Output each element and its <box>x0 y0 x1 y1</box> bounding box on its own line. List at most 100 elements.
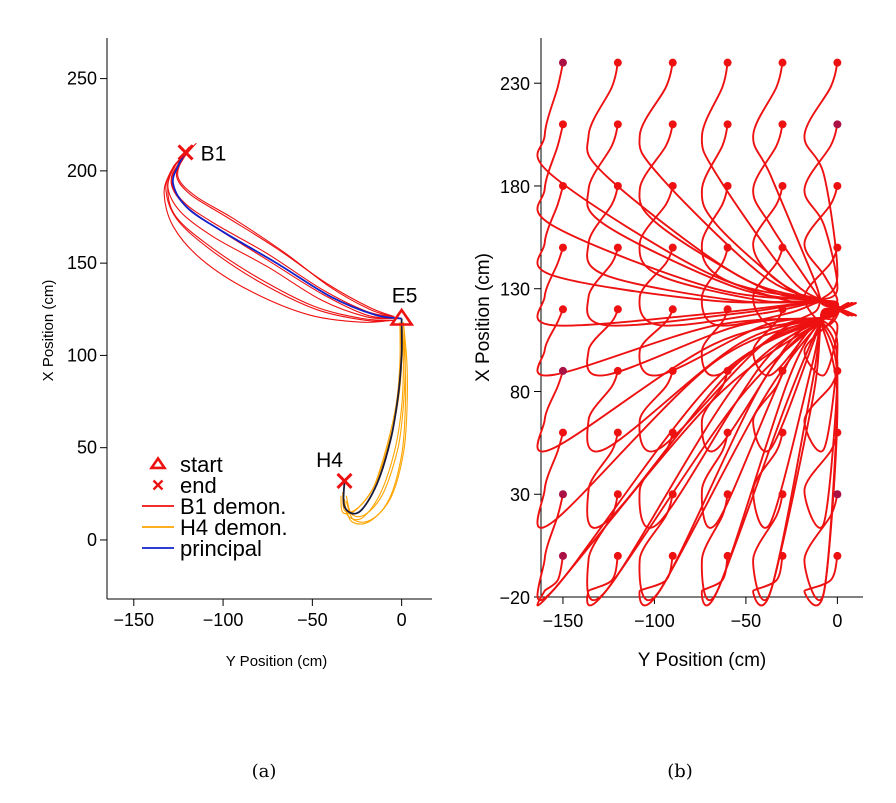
panel-a-y-tick-label: 200 <box>67 161 97 181</box>
start-point <box>668 58 677 67</box>
start-point <box>558 366 567 375</box>
marker-label-b1: B1 <box>201 142 227 165</box>
panel-a-y-tick-label: 250 <box>67 69 97 89</box>
panel-b-y-tick-label: 230 <box>500 74 530 94</box>
start-point <box>668 120 677 129</box>
start-point <box>833 120 842 129</box>
panel-a-b1-demo-line <box>170 150 393 320</box>
start-point <box>778 366 787 375</box>
end-marker-h4 <box>336 472 353 489</box>
start-point <box>613 428 622 437</box>
panel-a-ticks: −150 −100 −50 0 0 50 100 150 200 250 <box>67 69 407 630</box>
panel-b-x-tick-label: 0 <box>832 611 842 631</box>
start-point <box>723 243 732 252</box>
start-point <box>723 428 732 437</box>
panel-a-y-tick-label: 100 <box>67 345 97 365</box>
start-point <box>778 120 787 129</box>
panel-a-caption: (a) <box>252 761 277 782</box>
panel-b-y-tick-label: 30 <box>510 485 530 505</box>
start-point <box>723 305 732 314</box>
start-point <box>668 366 677 375</box>
start-point <box>833 58 842 67</box>
start-point <box>558 305 567 314</box>
panel-b-chart: −150 −100 −50 0 −20 30 80 130 180 230 Y Position … <box>473 38 863 671</box>
legend-end-label: end <box>180 473 217 498</box>
panel-a-y-tick-label: 0 <box>87 530 97 550</box>
panel-a-h4-demo-line <box>342 322 403 513</box>
legend-end-swatch-stroke <box>152 479 164 491</box>
panel-b-y-tick-label: −20 <box>499 588 530 608</box>
start-point <box>558 181 567 190</box>
end-marker-b1-stroke <box>177 144 194 161</box>
start-point <box>558 58 567 67</box>
panel-b-trajectories <box>536 62 857 607</box>
panel-b-y-tick-label: 130 <box>500 280 530 300</box>
panel-a-b1-demo-line <box>163 159 391 323</box>
start-point <box>723 58 732 67</box>
start-point <box>668 551 677 560</box>
trajectory-line <box>803 302 853 377</box>
start-point <box>778 551 787 560</box>
panel-b-y-axis-label: X Position (cm) <box>473 253 494 382</box>
trajectory-line <box>536 62 857 317</box>
trajectory-line <box>700 124 853 317</box>
panel-a-x-tick-label: −150 <box>114 610 155 630</box>
panel-a-h4-demo-line <box>340 322 401 515</box>
start-point <box>613 243 622 252</box>
panel-a-x-axis-label: Y Position (cm) <box>226 653 327 670</box>
start-point <box>613 490 622 499</box>
panel-a-markers: E5 B1 H4 <box>177 142 418 489</box>
start-point <box>778 243 787 252</box>
panel-a-chart: −150 −100 −50 0 0 50 100 150 200 250 E5 B1 H4 start… <box>40 38 432 670</box>
panel-a-x-tick-label: 0 <box>397 610 407 630</box>
trajectory-line <box>803 62 857 317</box>
end-marker-b1 <box>177 144 194 161</box>
panel-a-x-tick-label: −50 <box>297 610 328 630</box>
start-point <box>558 243 567 252</box>
start-point <box>778 181 787 190</box>
legend-end-swatch <box>152 479 164 491</box>
panel-a-principal-b1-line <box>171 151 402 320</box>
start-point <box>558 490 567 499</box>
panel-a-principal-h4-line <box>342 318 403 515</box>
start-point <box>613 366 622 375</box>
panel-b-ticks: −150 −100 −50 0 −20 30 80 130 180 230 <box>499 74 842 631</box>
panel-a-x-tick-label: −100 <box>203 610 244 630</box>
panel-a-h4-demo-line <box>345 322 408 523</box>
start-point <box>778 58 787 67</box>
end-marker-h4-stroke <box>336 472 353 489</box>
panel-b-x-tick-label: −150 <box>543 611 584 631</box>
panel-b-x-tick-label: −50 <box>731 611 762 631</box>
panel-b-start-points <box>558 58 842 560</box>
start-point <box>833 305 842 314</box>
start-point <box>723 366 732 375</box>
start-point <box>668 243 677 252</box>
start-point <box>668 305 677 314</box>
legend-start-label: start <box>180 452 223 477</box>
start-marker-e5 <box>389 307 415 326</box>
start-point <box>558 551 567 560</box>
panel-a-y-tick-label: 150 <box>67 253 97 273</box>
start-point <box>778 490 787 499</box>
panel-a-axes <box>106 38 432 600</box>
start-point <box>723 120 732 129</box>
legend-h4-label: H4 demon. <box>180 515 288 540</box>
start-point <box>558 120 567 129</box>
trajectory-line <box>700 62 857 317</box>
legend-b1-label: B1 demon. <box>180 494 286 519</box>
marker-label-e5: E5 <box>392 285 418 308</box>
panel-b-y-tick-label: 180 <box>500 177 530 197</box>
panel-a-b1-demo-line <box>177 146 393 318</box>
panel-a-b1-demo-line <box>167 153 395 321</box>
start-point <box>613 551 622 560</box>
start-point <box>723 181 732 190</box>
panel-a-b1-demo-line <box>175 142 395 318</box>
panel-b-x-axis-label: Y Position (cm) <box>638 650 766 671</box>
start-point <box>778 428 787 437</box>
start-point <box>613 181 622 190</box>
panel-a-y-tick-label: 50 <box>77 438 97 458</box>
start-point <box>558 428 567 437</box>
start-point <box>833 181 842 190</box>
start-point <box>833 490 842 499</box>
